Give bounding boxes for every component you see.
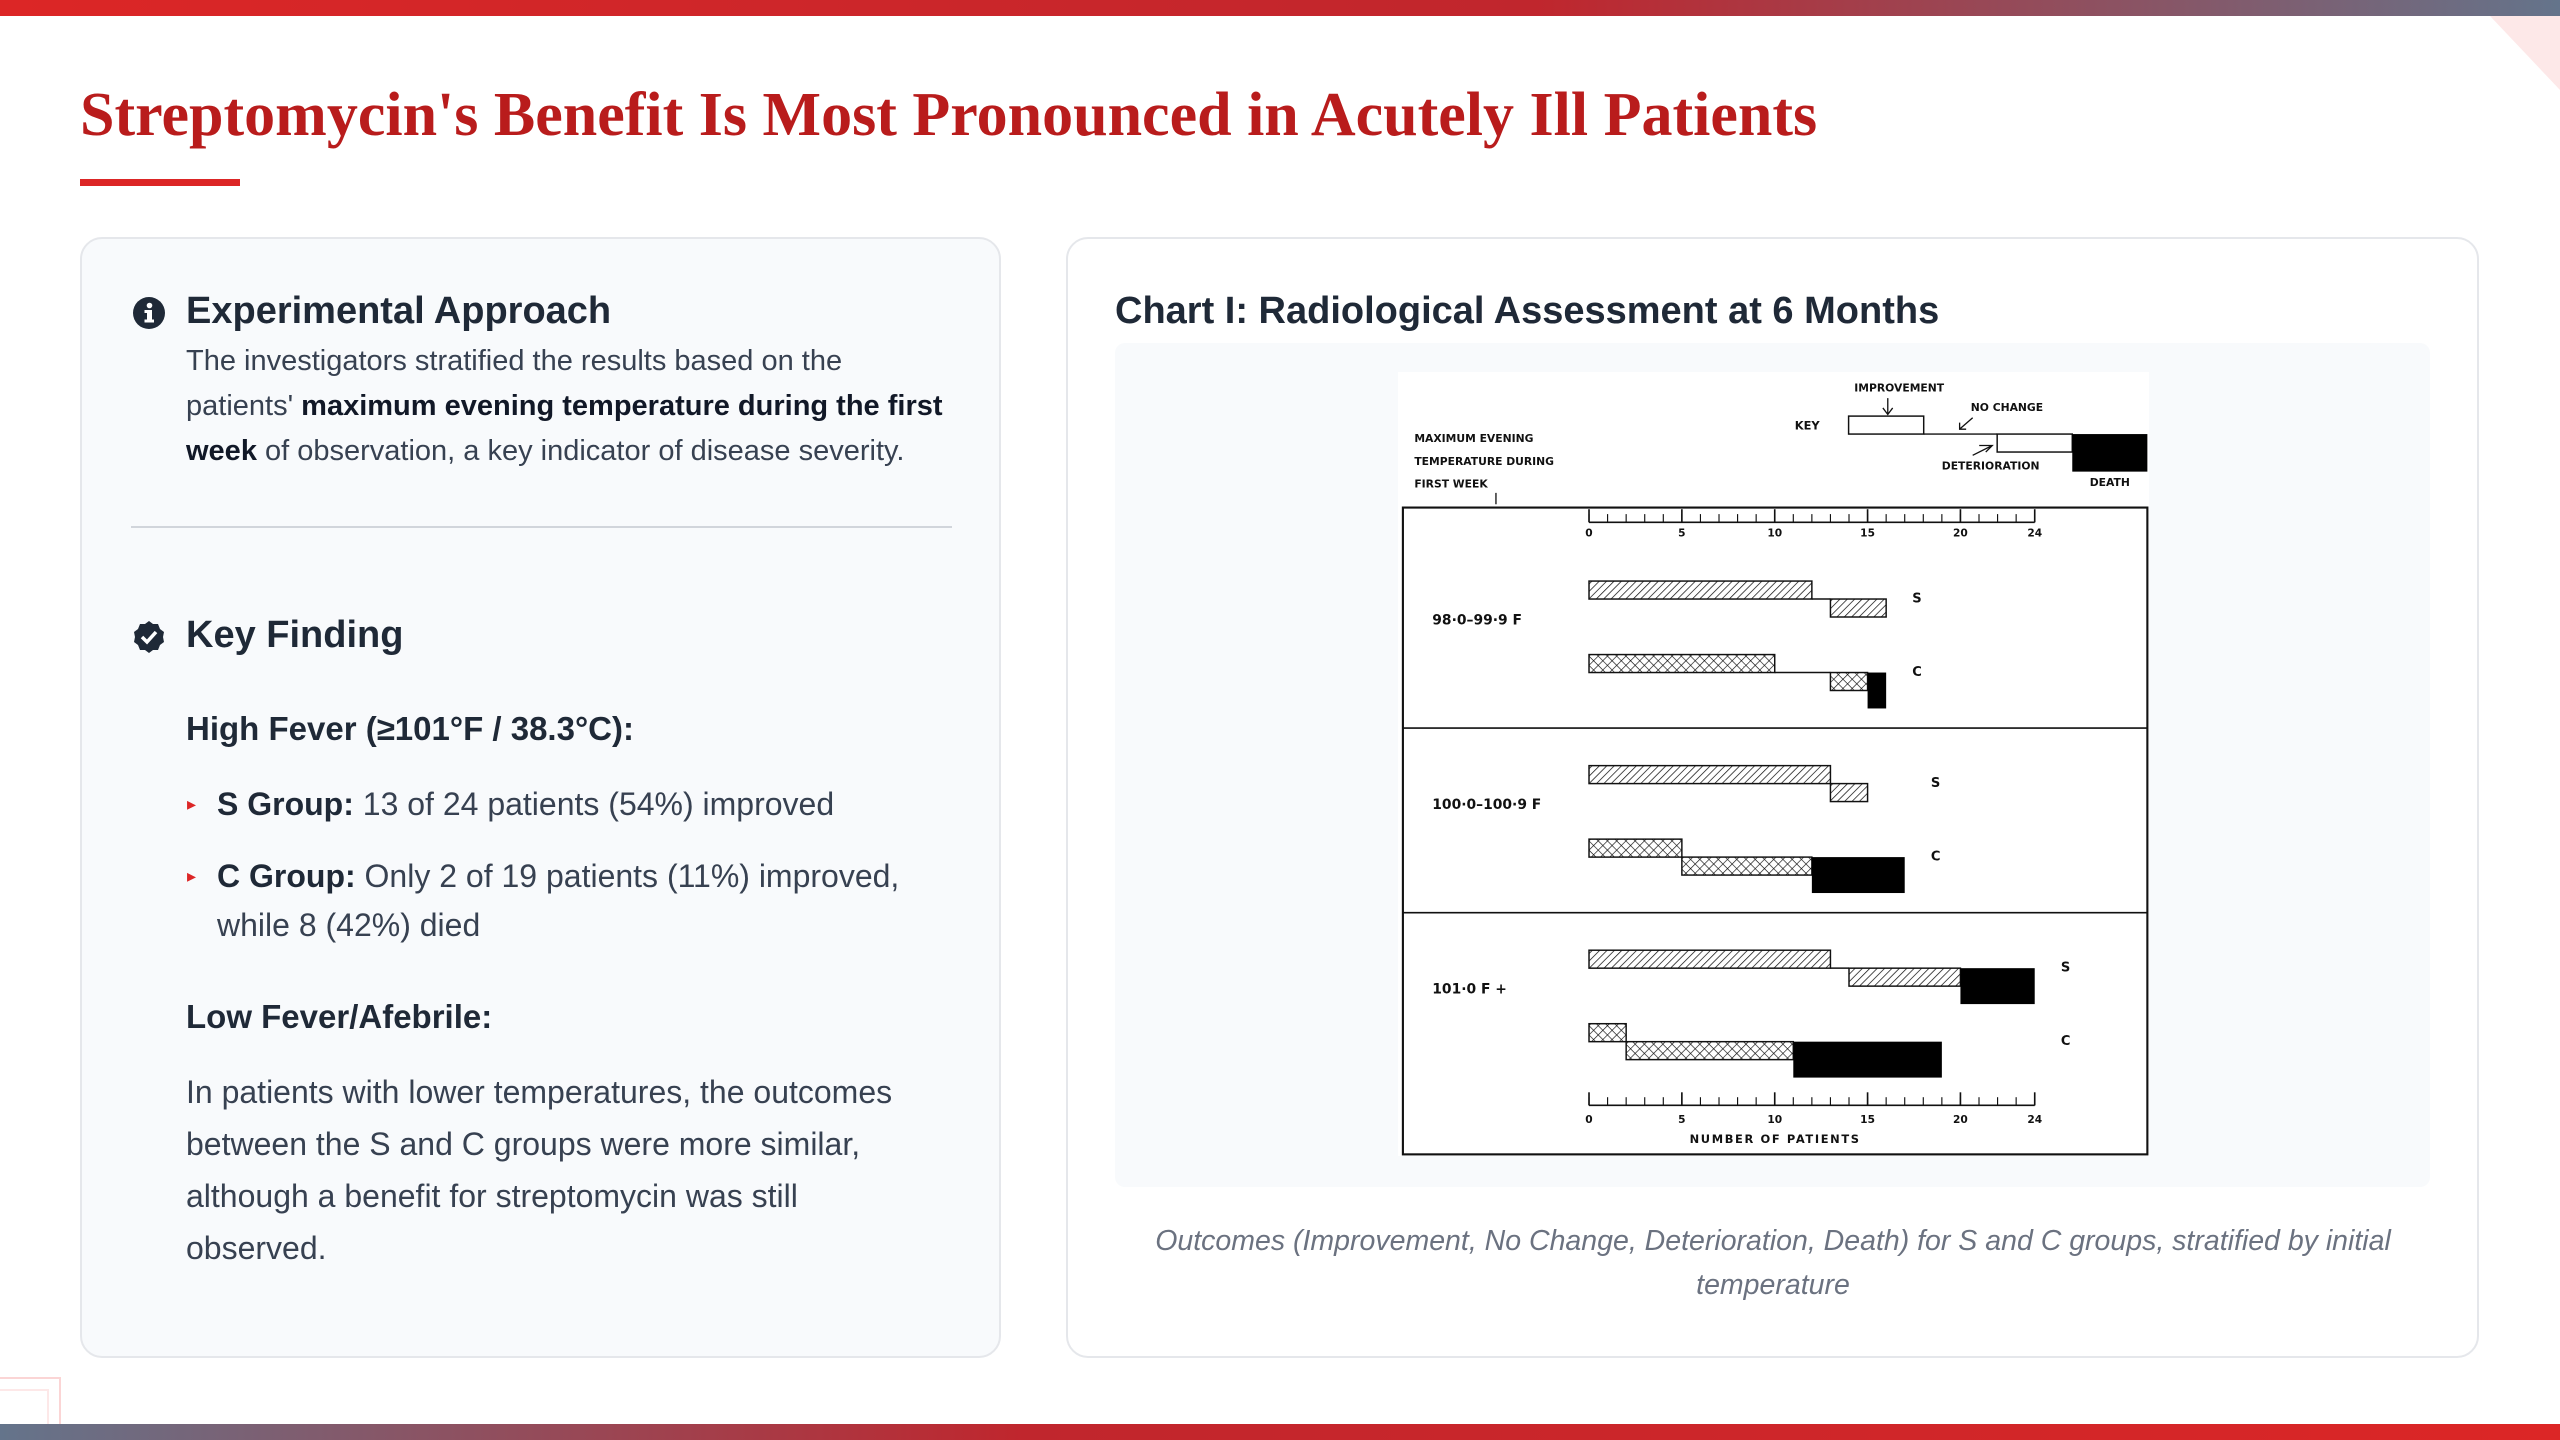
x-axis-title: NUMBER OF PATIENTS	[1690, 1132, 1861, 1146]
bar-segment	[1625, 1040, 1795, 1061]
bar-segment	[1848, 967, 1962, 987]
bar-segment	[1867, 672, 1887, 709]
text-run: The investigators stratified the results…	[186, 345, 843, 422]
bar-segment	[1588, 764, 1832, 785]
corner-decoration	[0, 1377, 61, 1424]
chart-caption: Outcomes (Improvement, No Change, Deteri…	[1155, 1225, 2391, 1301]
paragraph: In patients with lower temperatures, the…	[186, 1074, 893, 1266]
bar-segment	[1588, 580, 1813, 600]
bar-segment	[1811, 857, 1905, 894]
bar-segment	[1681, 856, 1813, 876]
chart-frame	[1401, 506, 2149, 1156]
bullet-item: ▸ S Group: 13 of 24 patients (54%) improv…	[187, 780, 937, 829]
legend-swatch	[1996, 433, 2074, 453]
key-label: KEY	[1795, 418, 1821, 432]
chart: MAXIMUM EVENING TEMPERATURE DURING FIRST W…	[1398, 372, 2149, 1156]
group-label: 100·0–100·9 F	[1432, 797, 1541, 813]
bullet-label: S Group:	[217, 786, 354, 822]
x-tick-label: 5	[1678, 1113, 1685, 1126]
bullet-marker: ▸	[187, 794, 197, 814]
bar-segment	[1588, 838, 1683, 858]
x-tick-label: 15	[1860, 1113, 1875, 1126]
corner-decoration	[2490, 16, 2560, 90]
y-axis-title: MAXIMUM EVENING	[1414, 432, 1533, 445]
group-label: 101·0 F +	[1432, 981, 1507, 997]
x-tick-label: 0	[1585, 1113, 1592, 1126]
bar-segment	[1588, 653, 1776, 674]
x-tick-label: 10	[1767, 1113, 1782, 1126]
chart-heading: Chart I: Radiological Assessment at 6 Mo…	[1115, 290, 1940, 332]
info-card	[80, 237, 1001, 1358]
row-label: C	[1931, 850, 1941, 865]
row-label: S	[2061, 961, 2070, 976]
bottom-bar	[0, 1424, 2560, 1440]
bold-text: maximum evening temperature during the f…	[186, 390, 943, 467]
legend-swatch	[1847, 415, 1925, 435]
bar-segment	[1829, 598, 1887, 618]
bullet-item: ▸ C Group: Only 2 of 19 patients (11%) im…	[187, 852, 937, 950]
y-axis-title: FIRST WEEK	[1414, 478, 1488, 491]
section-heading: Key Finding	[186, 614, 404, 656]
subheading: High Fever (≥101°F / 38.3°C):	[186, 710, 634, 747]
bar-segment	[1829, 671, 1869, 692]
x-tick-label: 24	[2027, 1113, 2042, 1126]
row-label: C	[1912, 665, 1922, 680]
legend-label: DETERIORATION	[1942, 460, 2040, 473]
x-tick-label: 20	[1953, 1113, 1968, 1126]
bar-segment	[1588, 1022, 1627, 1043]
legend-label: IMPROVEMENT	[1854, 381, 1945, 394]
x-tick-label: 15	[1860, 527, 1875, 540]
y-axis-title: TEMPERATURE DURING	[1414, 455, 1554, 468]
bar-segment	[1829, 782, 1869, 803]
paragraph: The investigators stratified the results…	[186, 339, 956, 474]
group-label: 98·0–99·9 F	[1432, 612, 1522, 628]
x-tick-label: 10	[1767, 527, 1782, 540]
check-icon	[134, 621, 164, 653]
legend-label: NO CHANGE	[1971, 401, 2043, 414]
bar-segment	[1960, 968, 2035, 1005]
bullet-text: Only 2 of 19 patients (11%) improved, wh…	[217, 858, 900, 943]
subheading: Low Fever/Afebrile:	[186, 998, 493, 1035]
row-label: S	[1912, 592, 1921, 607]
row-label: S	[1931, 776, 1940, 791]
x-tick-label: 24	[2027, 527, 2042, 540]
divider	[131, 526, 952, 528]
row-label: C	[2061, 1034, 2071, 1049]
top-bar	[0, 0, 2560, 16]
text-run: of observation, a key indicator of disea…	[256, 435, 905, 467]
title-underline	[80, 179, 240, 186]
x-tick-label: 0	[1585, 527, 1592, 540]
slide-title: Streptomycin's Benefit Is Most Pronounce…	[80, 81, 1818, 149]
info-icon	[133, 297, 165, 329]
section-heading: Experimental Approach	[186, 290, 612, 332]
x-tick-label: 20	[1953, 527, 1968, 540]
bar-segment	[1588, 949, 1832, 969]
legend-swatch	[2072, 434, 2148, 472]
x-tick-label: 5	[1678, 527, 1685, 540]
bullet-marker: ▸	[187, 866, 197, 886]
key-arrow	[1495, 398, 1994, 505]
bullet-text: 13 of 24 patients (54%) improved	[362, 786, 835, 822]
bar-segment	[1793, 1041, 1942, 1078]
bullet-label: C Group:	[217, 858, 356, 894]
legend-label: DEATH	[2090, 476, 2130, 489]
